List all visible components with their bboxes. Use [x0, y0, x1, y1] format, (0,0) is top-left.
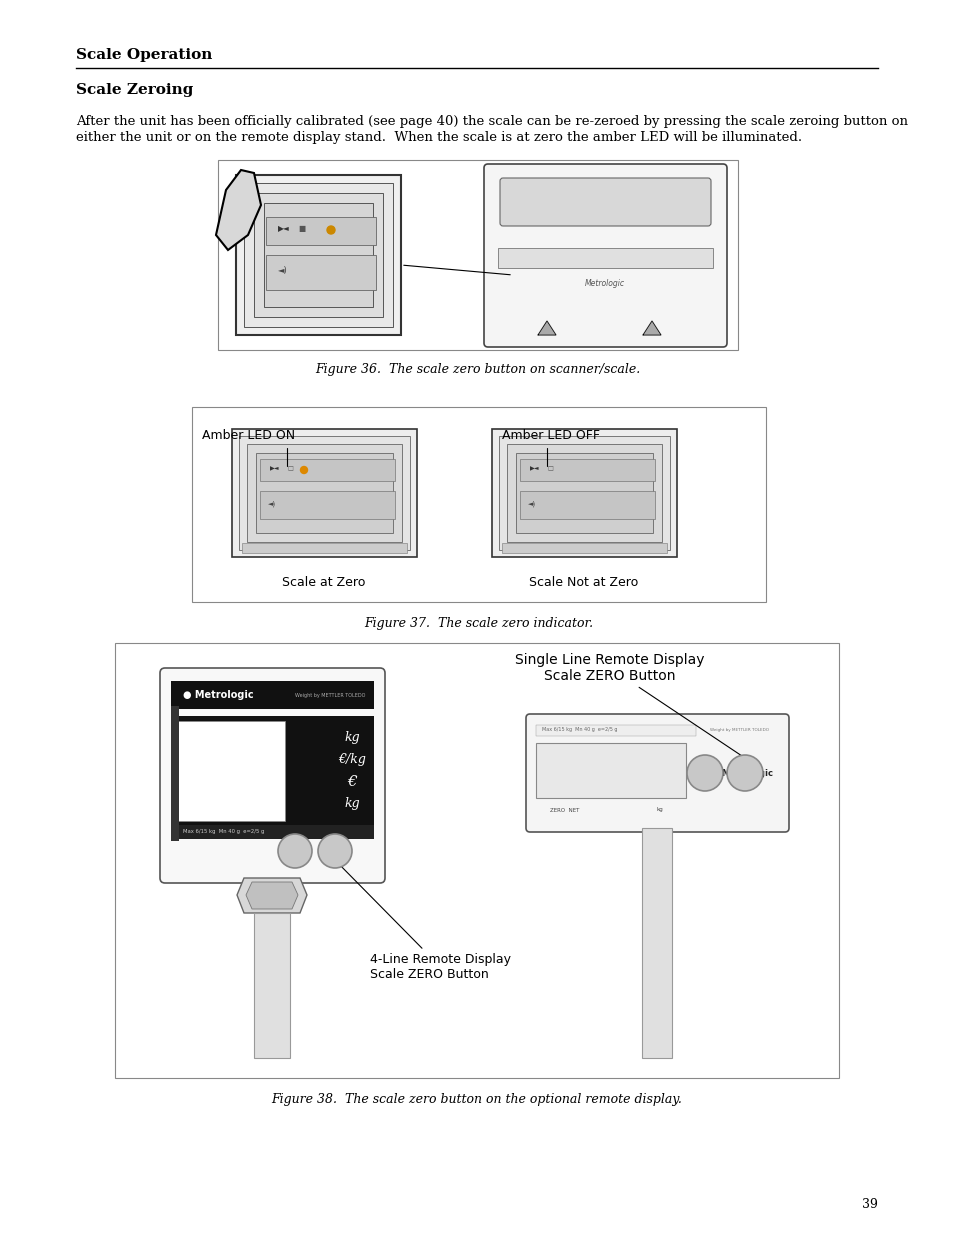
Circle shape [726, 755, 762, 790]
Bar [174, 721, 285, 821]
Bar [247, 445, 401, 542]
Text: Max 6/15 kg  Mn 40 g  e=2/5 g: Max 6/15 kg Mn 40 g e=2/5 g [183, 829, 264, 834]
Text: ▶◄: ▶◄ [270, 467, 279, 472]
Circle shape [300, 467, 307, 473]
Text: + T +: + T + [324, 848, 346, 853]
Text: Single Line Remote Display
Scale ZERO Button: Single Line Remote Display Scale ZERO Bu… [515, 653, 742, 757]
Text: Scale Operation: Scale Operation [76, 48, 213, 62]
Bar [253, 193, 382, 317]
Bar [260, 492, 395, 519]
Text: ▶◄: ▶◄ [277, 225, 290, 233]
Bar [516, 453, 652, 534]
Circle shape [277, 834, 312, 868]
Bar [171, 716, 374, 827]
Polygon shape [246, 882, 297, 909]
Text: ■: ■ [297, 225, 305, 233]
Text: kg: kg [656, 808, 662, 813]
Text: Scale at Zero: Scale at Zero [282, 576, 365, 589]
Bar [171, 680, 374, 709]
Bar [519, 492, 655, 519]
Bar [232, 429, 416, 557]
Text: □: □ [546, 467, 553, 472]
Text: □: □ [287, 467, 293, 472]
Text: kg: kg [344, 798, 359, 810]
Text: ◄): ◄) [277, 267, 288, 275]
Text: Figure 38.  The scale zero button on the optional remote display.: Figure 38. The scale zero button on the … [272, 1093, 681, 1107]
Text: ◄): ◄) [527, 500, 536, 508]
Bar [641, 827, 671, 1058]
Circle shape [327, 226, 335, 233]
Text: €: € [347, 776, 356, 789]
Polygon shape [215, 170, 261, 249]
Text: ● Metrologic: ● Metrologic [183, 690, 253, 700]
Text: +0+: +0+ [736, 768, 753, 778]
Bar [536, 725, 696, 736]
Text: Amber LED OFF: Amber LED OFF [501, 429, 599, 467]
Bar [264, 203, 373, 308]
Bar [244, 183, 393, 327]
Text: Weight by METTLER TOLEDO: Weight by METTLER TOLEDO [709, 727, 768, 732]
Text: €/kg: €/kg [337, 753, 366, 767]
Text: ZERO  NET: ZERO NET [550, 808, 578, 813]
Bar [519, 459, 655, 480]
Text: Max 6/15 kg  Mn 40 g  e=2/5 g: Max 6/15 kg Mn 40 g e=2/5 g [541, 727, 617, 732]
FancyBboxPatch shape [499, 178, 710, 226]
Text: After the unit has been officially calibrated (see page 40) the scale can be re-: After the unit has been officially calib… [76, 115, 907, 128]
Text: ● Metrologic: ● Metrologic [711, 768, 772, 778]
Bar [506, 445, 661, 542]
Text: 4-Line Remote Display
Scale ZERO Button: 4-Line Remote Display Scale ZERO Button [332, 857, 511, 981]
Bar [218, 161, 738, 350]
Text: Amber LED ON: Amber LED ON [202, 429, 294, 467]
Text: + 0 +: + 0 + [284, 848, 306, 853]
Text: Scale Not at Zero: Scale Not at Zero [529, 576, 638, 589]
Polygon shape [537, 321, 556, 335]
Bar [501, 543, 666, 553]
Bar [266, 217, 375, 245]
Bar [115, 643, 838, 1078]
Text: Weight by METTLER TOLEDO: Weight by METTLER TOLEDO [294, 693, 365, 698]
FancyBboxPatch shape [525, 714, 788, 832]
Bar [492, 429, 677, 557]
Bar [255, 453, 393, 534]
Bar [497, 248, 712, 268]
Polygon shape [642, 321, 660, 335]
Circle shape [686, 755, 722, 790]
Bar [266, 254, 375, 290]
Polygon shape [236, 878, 307, 913]
Bar [239, 436, 410, 550]
Bar [498, 436, 669, 550]
Circle shape [317, 834, 352, 868]
Text: ◄): ◄) [268, 500, 275, 508]
Text: either the unit or on the remote display stand.  When the scale is at zero the a: either the unit or on the remote display… [76, 131, 801, 144]
Text: Metrologic: Metrologic [584, 279, 624, 288]
Bar [536, 743, 685, 798]
Bar [235, 175, 400, 335]
Text: kg: kg [344, 731, 359, 745]
FancyBboxPatch shape [483, 164, 726, 347]
Text: 39: 39 [862, 1198, 877, 1212]
Text: +T+: +T+ [696, 768, 713, 778]
Bar [171, 825, 374, 839]
FancyBboxPatch shape [160, 668, 385, 883]
Bar [192, 408, 765, 601]
Bar [171, 706, 179, 841]
Bar [253, 913, 290, 1058]
Bar [260, 459, 395, 480]
Text: ▶◄: ▶◄ [530, 467, 539, 472]
Text: Figure 36.  The scale zero button on scanner/scale.: Figure 36. The scale zero button on scan… [315, 363, 640, 377]
Text: Figure 37.  The scale zero indicator.: Figure 37. The scale zero indicator. [364, 618, 593, 631]
Text: Scale Zeroing: Scale Zeroing [76, 83, 193, 98]
Bar [242, 543, 407, 553]
